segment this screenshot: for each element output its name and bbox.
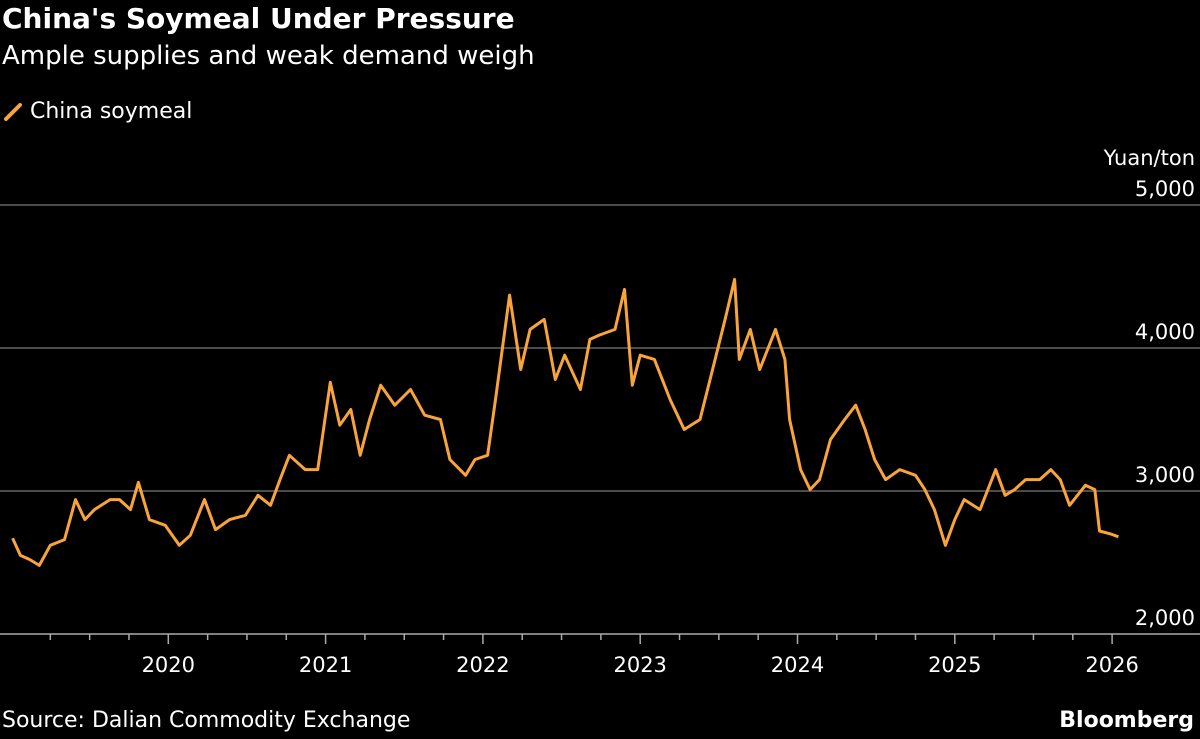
y-tick-label: 2,000 bbox=[1135, 606, 1195, 630]
x-tick-label: 2021 bbox=[299, 653, 352, 677]
series-line-china-soymeal bbox=[11, 277, 1119, 567]
chart-title: China's Soymeal Under Pressure bbox=[2, 2, 515, 35]
legend: China soymeal bbox=[4, 99, 192, 124]
x-tick-label: 2022 bbox=[456, 653, 509, 677]
x-tick-label: 2020 bbox=[142, 653, 195, 677]
y-tick-label: 4,000 bbox=[1135, 320, 1195, 344]
legend-line-icon bbox=[4, 102, 22, 121]
chart-subtitle: Ample supplies and weak demand weigh bbox=[2, 41, 535, 71]
source-note: Source: Dalian Commodity Exchange bbox=[2, 708, 411, 733]
x-tick-label: 2023 bbox=[613, 653, 666, 677]
y-tick-label: 3,000 bbox=[1135, 463, 1195, 487]
y-tick-label: 5,000 bbox=[1135, 177, 1195, 201]
legend-label: China soymeal bbox=[30, 99, 193, 124]
y-axis-label: Yuan/ton bbox=[1103, 146, 1195, 170]
x-tick-label: 2024 bbox=[771, 653, 824, 677]
bloomberg-logo: Bloomberg bbox=[1059, 708, 1194, 733]
x-tick-label: 2026 bbox=[1085, 653, 1138, 677]
x-tick-label: 2025 bbox=[928, 653, 981, 677]
